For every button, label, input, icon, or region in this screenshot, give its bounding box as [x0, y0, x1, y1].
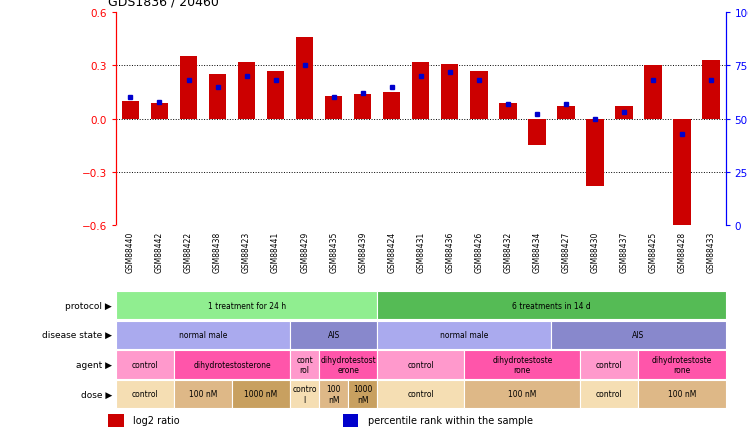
Bar — [412, 62, 429, 119]
FancyBboxPatch shape — [580, 380, 639, 408]
Text: AIS: AIS — [328, 331, 340, 339]
FancyBboxPatch shape — [465, 380, 580, 408]
Text: GSM88432: GSM88432 — [503, 231, 512, 272]
Text: GSM88425: GSM88425 — [649, 231, 657, 272]
FancyBboxPatch shape — [377, 321, 551, 349]
FancyBboxPatch shape — [174, 380, 232, 408]
Text: GSM88440: GSM88440 — [126, 231, 135, 272]
Text: GSM88430: GSM88430 — [590, 231, 599, 272]
Bar — [616, 107, 633, 119]
FancyBboxPatch shape — [465, 350, 580, 379]
Text: GDS1836 / 20460: GDS1836 / 20460 — [108, 0, 219, 9]
Text: 100 nM: 100 nM — [508, 390, 536, 398]
Text: GSM88438: GSM88438 — [213, 231, 222, 272]
Text: 1000 nM: 1000 nM — [245, 390, 278, 398]
Text: control: control — [596, 390, 623, 398]
Text: GSM88442: GSM88442 — [155, 231, 164, 272]
FancyBboxPatch shape — [377, 350, 465, 379]
Text: cont
rol: cont rol — [296, 355, 313, 374]
Bar — [644, 66, 662, 119]
Text: dihydrotestost
erone: dihydrotestost erone — [320, 355, 376, 374]
FancyBboxPatch shape — [232, 380, 290, 408]
FancyBboxPatch shape — [639, 380, 726, 408]
Bar — [180, 57, 197, 119]
Text: GSM88429: GSM88429 — [300, 231, 309, 272]
Bar — [238, 62, 255, 119]
Bar — [267, 72, 284, 119]
Text: protocol ▶: protocol ▶ — [66, 301, 112, 310]
Text: 1 treatment for 24 h: 1 treatment for 24 h — [207, 301, 286, 310]
Text: GSM88441: GSM88441 — [271, 231, 280, 272]
FancyBboxPatch shape — [319, 350, 377, 379]
Text: GSM88428: GSM88428 — [678, 231, 687, 272]
FancyBboxPatch shape — [290, 350, 319, 379]
Text: control: control — [408, 360, 434, 369]
Bar — [209, 75, 226, 119]
Text: GSM88436: GSM88436 — [445, 231, 454, 272]
Bar — [151, 103, 168, 119]
FancyBboxPatch shape — [116, 291, 377, 320]
Bar — [122, 102, 139, 119]
Bar — [702, 61, 720, 119]
Text: dihydrotestosterone: dihydrotestosterone — [193, 360, 271, 369]
FancyBboxPatch shape — [551, 321, 726, 349]
Text: control: control — [408, 390, 434, 398]
Bar — [557, 107, 574, 119]
Bar — [108, 414, 124, 427]
Text: disease state ▶: disease state ▶ — [42, 331, 112, 339]
Text: normal male: normal male — [179, 331, 227, 339]
Bar — [470, 72, 488, 119]
Text: control: control — [132, 390, 159, 398]
Text: normal male: normal male — [440, 331, 488, 339]
Text: 6 treatments in 14 d: 6 treatments in 14 d — [512, 301, 591, 310]
Text: 100 nM: 100 nM — [668, 390, 696, 398]
Text: GSM88434: GSM88434 — [533, 231, 542, 272]
FancyBboxPatch shape — [319, 380, 348, 408]
Text: control: control — [132, 360, 159, 369]
Text: GSM88423: GSM88423 — [242, 231, 251, 272]
Text: agent ▶: agent ▶ — [76, 360, 112, 369]
FancyBboxPatch shape — [116, 350, 174, 379]
FancyBboxPatch shape — [116, 321, 290, 349]
Bar — [586, 119, 604, 187]
Text: GSM88431: GSM88431 — [416, 231, 426, 272]
Bar — [325, 96, 343, 119]
Text: percentile rank within the sample: percentile rank within the sample — [367, 415, 533, 425]
Text: log2 ratio: log2 ratio — [133, 415, 180, 425]
Text: GSM88422: GSM88422 — [184, 231, 193, 272]
Bar — [343, 414, 358, 427]
Bar — [528, 119, 545, 146]
FancyBboxPatch shape — [290, 321, 377, 349]
Text: dihydrotestoste
rone: dihydrotestoste rone — [492, 355, 553, 374]
FancyBboxPatch shape — [580, 350, 639, 379]
FancyBboxPatch shape — [377, 380, 465, 408]
Text: control: control — [596, 360, 623, 369]
Text: 100
nM: 100 nM — [326, 385, 341, 404]
FancyBboxPatch shape — [348, 380, 377, 408]
Bar — [383, 93, 400, 119]
Bar — [441, 64, 459, 119]
Text: GSM88435: GSM88435 — [329, 231, 338, 272]
Text: GSM88439: GSM88439 — [358, 231, 367, 272]
Text: AIS: AIS — [632, 331, 645, 339]
Text: 1000
nM: 1000 nM — [353, 385, 373, 404]
Text: GSM88433: GSM88433 — [707, 231, 716, 272]
Text: 100 nM: 100 nM — [188, 390, 217, 398]
Text: GSM88426: GSM88426 — [474, 231, 483, 272]
Bar — [354, 95, 372, 119]
Text: GSM88427: GSM88427 — [562, 231, 571, 272]
Text: contro
l: contro l — [292, 385, 317, 404]
Bar — [499, 103, 517, 119]
FancyBboxPatch shape — [290, 380, 319, 408]
Text: dose ▶: dose ▶ — [81, 390, 112, 398]
FancyBboxPatch shape — [174, 350, 290, 379]
Bar — [673, 119, 690, 226]
Text: GSM88424: GSM88424 — [387, 231, 396, 272]
FancyBboxPatch shape — [377, 291, 726, 320]
FancyBboxPatch shape — [116, 380, 174, 408]
FancyBboxPatch shape — [639, 350, 726, 379]
Text: dihydrotestoste
rone: dihydrotestoste rone — [652, 355, 712, 374]
Text: GSM88437: GSM88437 — [619, 231, 628, 272]
Bar — [296, 38, 313, 119]
